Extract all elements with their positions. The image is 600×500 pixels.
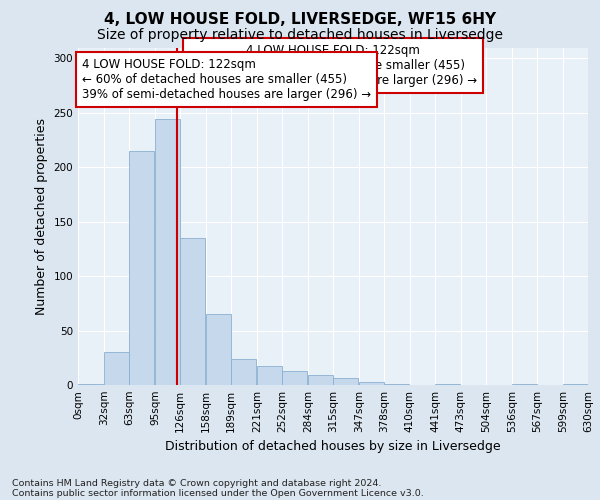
Bar: [78, 384, 103, 385]
Bar: [180, 238, 205, 385]
Text: 4 LOW HOUSE FOLD: 122sqm
← 60% of detached houses are smaller (455)
39% of semi-: 4 LOW HOUSE FOLD: 122sqm ← 60% of detach…: [188, 44, 478, 87]
Bar: [384, 384, 409, 385]
Bar: [333, 378, 358, 385]
Bar: [282, 371, 307, 385]
Y-axis label: Number of detached properties: Number of detached properties: [35, 118, 48, 315]
Bar: [206, 314, 231, 385]
Bar: [512, 384, 537, 385]
Text: 4 LOW HOUSE FOLD: 122sqm
← 60% of detached houses are smaller (455)
39% of semi-: 4 LOW HOUSE FOLD: 122sqm ← 60% of detach…: [82, 58, 371, 102]
Bar: [104, 352, 129, 385]
Bar: [129, 151, 154, 385]
Text: Contains public sector information licensed under the Open Government Licence v3: Contains public sector information licen…: [12, 488, 424, 498]
Bar: [308, 375, 333, 385]
Bar: [231, 359, 256, 385]
Text: 4, LOW HOUSE FOLD, LIVERSEDGE, WF15 6HY: 4, LOW HOUSE FOLD, LIVERSEDGE, WF15 6HY: [104, 12, 496, 28]
Bar: [563, 384, 588, 385]
Text: Size of property relative to detached houses in Liversedge: Size of property relative to detached ho…: [97, 28, 503, 42]
Bar: [435, 384, 460, 385]
Bar: [359, 382, 384, 385]
Text: Contains HM Land Registry data © Crown copyright and database right 2024.: Contains HM Land Registry data © Crown c…: [12, 478, 382, 488]
X-axis label: Distribution of detached houses by size in Liversedge: Distribution of detached houses by size …: [165, 440, 501, 454]
Bar: [257, 366, 282, 385]
Bar: [155, 120, 180, 385]
